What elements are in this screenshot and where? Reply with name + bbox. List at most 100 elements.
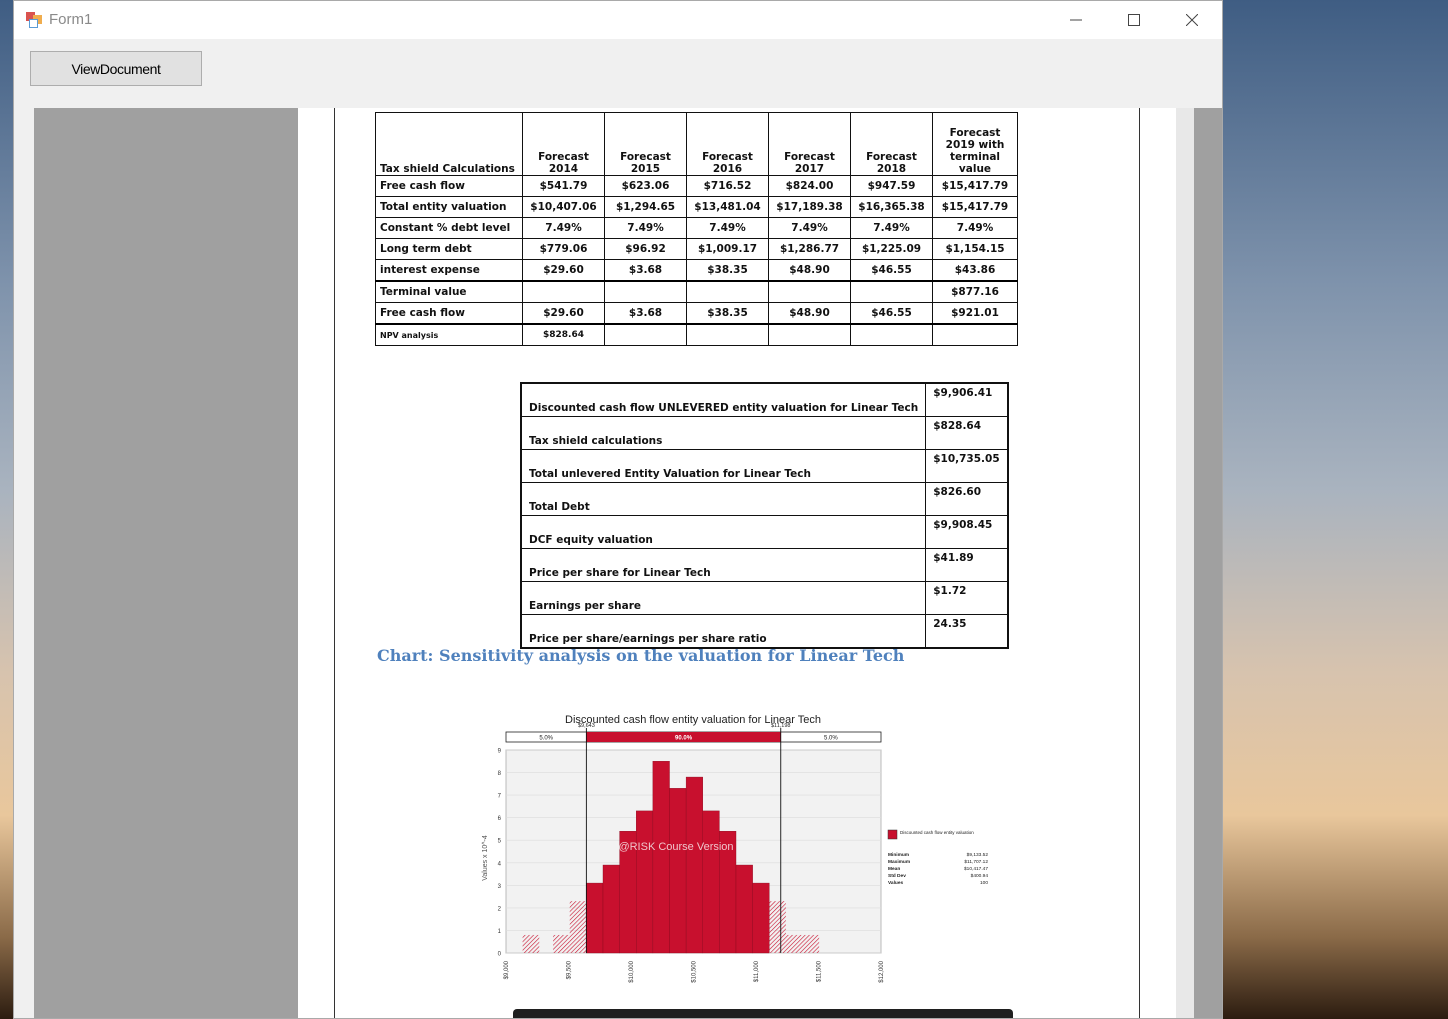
legend-stat-name: Maximum bbox=[888, 859, 910, 865]
band-label-right: 5.0% bbox=[824, 736, 838, 742]
histogram-bar bbox=[769, 901, 786, 953]
y-tick-label: 5 bbox=[498, 839, 502, 845]
row-label: Total entity valuation bbox=[375, 196, 523, 218]
table-cell: $10,407.06 bbox=[522, 196, 605, 218]
table-cell: $541.79 bbox=[522, 175, 605, 197]
minimize-button[interactable] bbox=[1047, 1, 1105, 39]
table-cell: $1,225.09 bbox=[850, 238, 933, 260]
histogram-bar bbox=[669, 788, 687, 954]
table-cell: $1,154.15 bbox=[932, 238, 1018, 260]
table-cell: $828.64 bbox=[522, 323, 605, 346]
summary-row: Price per share for Linear Tech $41.89 bbox=[520, 548, 1009, 582]
legend-stat-value: 100 bbox=[980, 880, 988, 886]
table-cell bbox=[604, 323, 687, 346]
summary-value: 24.35 bbox=[925, 614, 1009, 649]
x-tick-label: $9,500 bbox=[567, 960, 573, 979]
table-cell: $96.92 bbox=[604, 238, 687, 260]
maximize-button[interactable] bbox=[1105, 1, 1163, 39]
y-tick-label: 8 bbox=[498, 771, 502, 777]
legend-label: Discounted cash flow entity valuation bbox=[900, 830, 974, 835]
table-cell: $29.60 bbox=[522, 302, 605, 325]
y-tick-label: 2 bbox=[498, 906, 502, 912]
table-cell: $29.60 bbox=[522, 259, 605, 282]
summary-row: Total Debt $826.60 bbox=[520, 482, 1009, 516]
table-cell: $38.35 bbox=[686, 259, 769, 282]
summary-label: Earnings per share bbox=[520, 581, 927, 615]
table-row: interest expense $29.60 $3.68 $38.35 $48.90 $… bbox=[375, 259, 1018, 282]
table-cell: $947.59 bbox=[850, 175, 933, 197]
table-cell: 7.49% bbox=[604, 217, 687, 239]
summary-value: $10,735.05 bbox=[925, 449, 1009, 483]
table-cell: $13,481.04 bbox=[686, 196, 769, 218]
histogram-bar bbox=[553, 934, 570, 953]
valuation-summary-table: Discounted cash flow UNLEVERED entity va… bbox=[520, 382, 1009, 649]
summary-row: Total unlevered Entity Valuation for Lin… bbox=[520, 449, 1009, 483]
table-cell bbox=[768, 323, 851, 346]
view-document-button[interactable]: ViewDocument bbox=[30, 51, 202, 86]
histogram-bar bbox=[636, 810, 654, 954]
table-cell: $15,417.79 bbox=[932, 196, 1018, 218]
table-cell: $16,365.38 bbox=[850, 196, 933, 218]
x-tick-label: $9,000 bbox=[504, 960, 510, 979]
histogram-bar bbox=[586, 882, 604, 954]
row-label: Constant % debt level bbox=[375, 217, 523, 239]
close-button[interactable] bbox=[1163, 1, 1221, 39]
summary-row: Tax shield calculations $828.64 bbox=[520, 416, 1009, 450]
summary-label: Total unlevered Entity Valuation for Lin… bbox=[520, 449, 927, 483]
table-cell bbox=[850, 323, 933, 346]
summary-label: Total Debt bbox=[520, 482, 927, 516]
band-middle bbox=[586, 732, 781, 742]
row-label: Terminal value bbox=[375, 280, 523, 303]
y-tick-label: 1 bbox=[498, 929, 502, 935]
row-label: Long term debt bbox=[375, 238, 523, 260]
legend-stat-name: Mean bbox=[888, 866, 900, 872]
watermark-text: @RISK Course Version bbox=[618, 841, 733, 853]
table-cell: $877.16 bbox=[932, 280, 1018, 303]
table-cell: $48.90 bbox=[768, 259, 851, 282]
table-cell: 7.49% bbox=[932, 217, 1018, 239]
table-cell bbox=[686, 323, 769, 346]
marker-label-left: $9,643 bbox=[578, 723, 595, 729]
table-cell: $921.01 bbox=[932, 302, 1018, 325]
summary-value: $828.64 bbox=[925, 416, 1009, 450]
band-label-left: 5.0% bbox=[539, 736, 553, 742]
x-tick-label: $11,000 bbox=[754, 960, 760, 982]
table-header-label: Tax shield Calculations bbox=[375, 112, 523, 176]
summary-row: Price per share/earnings per share ratio… bbox=[520, 614, 1009, 649]
table-cell bbox=[522, 280, 605, 303]
marker-label-right: $11,198 bbox=[771, 723, 790, 729]
table-cell: $1,009.17 bbox=[686, 238, 769, 260]
summary-value: $9,906.41 bbox=[925, 382, 1009, 417]
table-cell: 7.49% bbox=[686, 217, 769, 239]
y-tick-label: 0 bbox=[498, 952, 502, 958]
viewer-scroll-margin bbox=[1176, 108, 1194, 1018]
histogram-bar bbox=[702, 810, 720, 954]
legend-stat-name: Values bbox=[888, 880, 904, 886]
y-tick-label: 6 bbox=[498, 816, 502, 822]
table-cell: $623.06 bbox=[604, 175, 687, 197]
title-bar[interactable]: Form1 bbox=[14, 1, 1222, 39]
table-cell: $3.68 bbox=[604, 302, 687, 325]
band-label-middle: 90.0% bbox=[675, 736, 693, 742]
y-tick-label: 9 bbox=[498, 749, 502, 755]
legend-stat-value: $10,417.47 bbox=[964, 866, 988, 872]
table-cell: $1,294.65 bbox=[604, 196, 687, 218]
overlay-strip bbox=[513, 1009, 1013, 1018]
table-header-forecast: Forecast 2016 bbox=[686, 112, 769, 176]
table-cell: 7.49% bbox=[522, 217, 605, 239]
summary-row: DCF equity valuation $9,908.45 bbox=[520, 515, 1009, 549]
summary-row: Earnings per share $1.72 bbox=[520, 581, 1009, 615]
summary-label: Price per share/earnings per share ratio bbox=[520, 614, 927, 649]
table-cell bbox=[768, 280, 851, 303]
y-tick-label: 3 bbox=[498, 884, 502, 890]
summary-value: $41.89 bbox=[925, 548, 1009, 582]
maximize-icon bbox=[1128, 14, 1140, 26]
table-cell: $824.00 bbox=[768, 175, 851, 197]
summary-label: Tax shield calculations bbox=[520, 416, 927, 450]
legend-stat-value: $9,133.52 bbox=[967, 852, 989, 858]
table-cell: $38.35 bbox=[686, 302, 769, 325]
table-header-forecast: Forecast 2019 with terminal value bbox=[932, 112, 1018, 176]
legend-stat-value: $11,707.12 bbox=[964, 859, 988, 865]
document-viewer[interactable]: Tax shield Calculations Forecast 2014 Fore… bbox=[34, 108, 1222, 1018]
histogram-bar bbox=[802, 934, 820, 953]
